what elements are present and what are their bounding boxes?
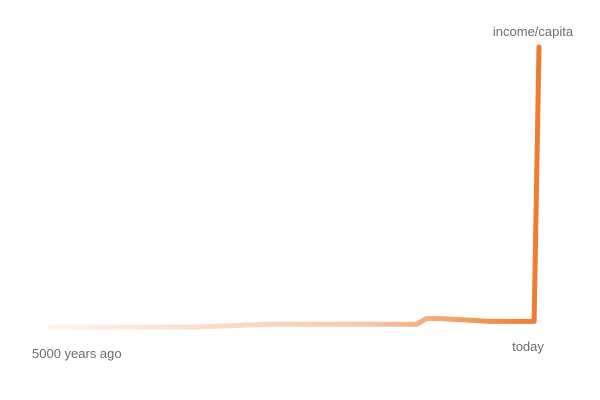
series-line-group — [47, 44, 542, 330]
x-start-label: 5000 years ago — [32, 346, 122, 361]
income-per-capita-line — [47, 44, 542, 330]
y-axis-label: income/capita — [493, 24, 574, 39]
x-end-label: today — [512, 339, 544, 354]
